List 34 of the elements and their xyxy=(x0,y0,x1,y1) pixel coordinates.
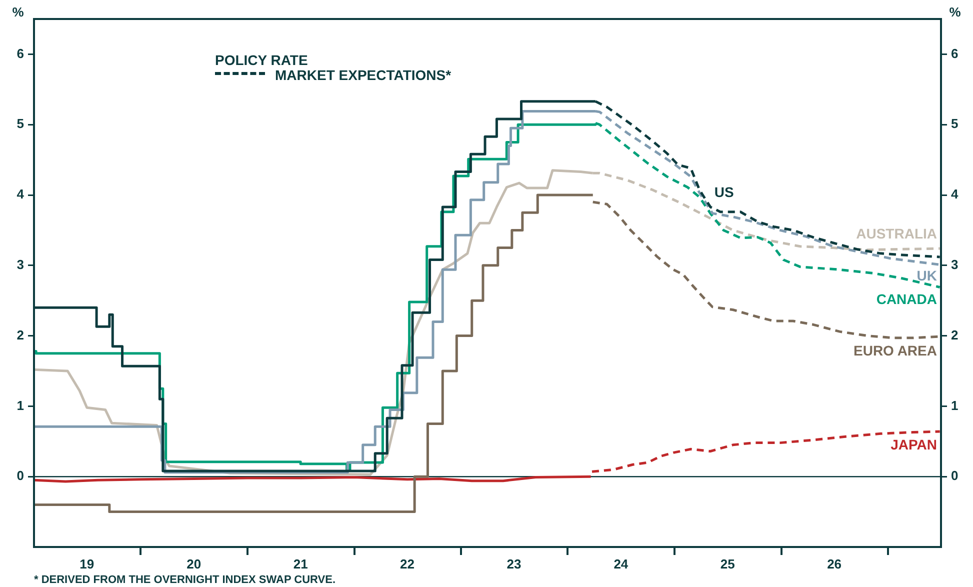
y2-tick-label: 3 xyxy=(951,256,958,272)
x-tick-label: 26 xyxy=(827,556,842,572)
series-label: EURO AREA xyxy=(854,342,937,358)
series-label: CANADA xyxy=(876,291,937,308)
x-tick-label: 25 xyxy=(720,556,735,572)
y-tick-label: 3 xyxy=(16,256,24,272)
series-label: AUSTRALIA xyxy=(856,225,937,242)
y-axis-title: % xyxy=(12,4,24,20)
x-tick-label: 20 xyxy=(186,556,202,572)
y-tick-label: 0 xyxy=(16,468,24,484)
y2-tick-label: 5 xyxy=(951,116,958,132)
y2-tick-label: 4 xyxy=(951,186,959,202)
y-tick-label: 6 xyxy=(16,46,24,61)
x-tick-label: 21 xyxy=(293,556,308,572)
x-tick-label: 19 xyxy=(80,556,94,572)
x-tick-label: 23 xyxy=(506,556,522,572)
annotation: MARKET EXPECTATIONS* xyxy=(275,67,452,83)
series-label: UK xyxy=(916,268,937,284)
y-tick-label: 2 xyxy=(16,327,24,342)
y-tick-label: 4 xyxy=(16,186,25,202)
y2-tick-label: 2 xyxy=(951,327,958,342)
x-tick-label: 24 xyxy=(614,556,629,572)
y2-tick-label: 6 xyxy=(951,46,958,61)
y-tick-label: 5 xyxy=(16,116,24,132)
y2-axis-title: % xyxy=(949,4,962,20)
y2-tick-label: 1 xyxy=(951,398,958,413)
series-label: JAPAN xyxy=(890,436,937,452)
annotation: POLICY RATE xyxy=(215,52,308,68)
line-series xyxy=(590,430,941,473)
text: * DERIVED FROM THE OVERNIGHT INDEX SWAP CURVE. xyxy=(34,574,336,586)
x-tick-label: 22 xyxy=(400,556,414,572)
y2-tick-label: 0 xyxy=(951,468,958,484)
y-tick-label: 1 xyxy=(16,398,24,413)
series-label: US xyxy=(714,184,734,200)
